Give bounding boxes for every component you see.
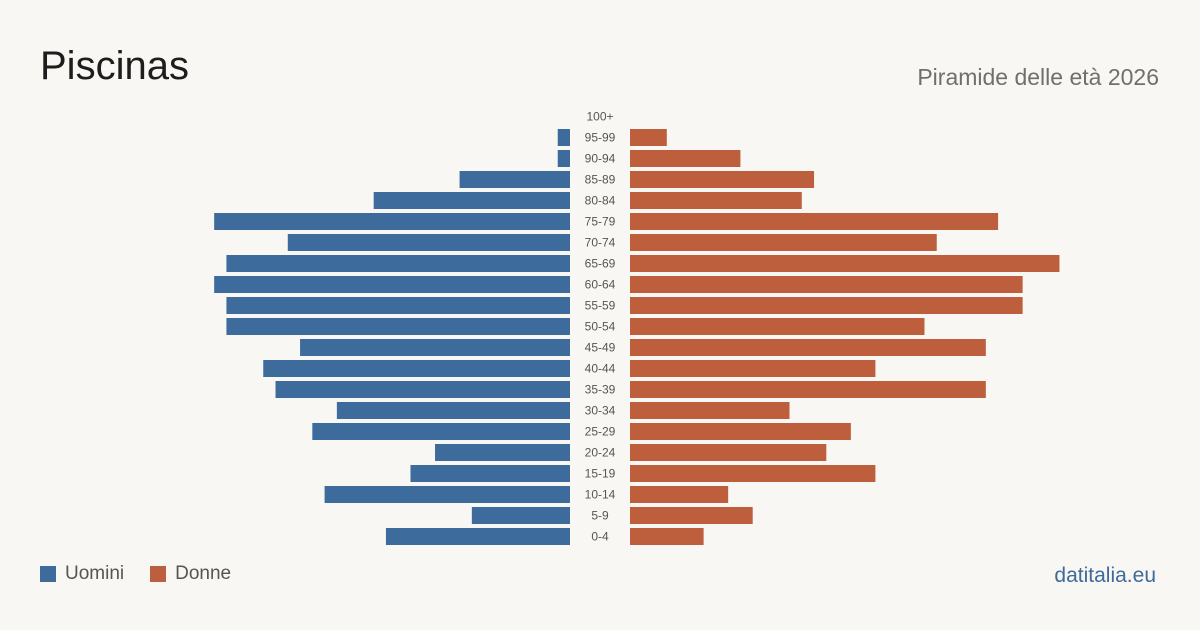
bar-women[interactable] <box>630 129 667 146</box>
bar-women[interactable] <box>630 234 937 251</box>
age-label: 85-89 <box>585 173 616 187</box>
legend-swatch-women <box>150 566 167 582</box>
bar-men[interactable] <box>226 318 570 335</box>
bar-women[interactable] <box>630 339 986 356</box>
bar-men[interactable] <box>263 360 570 377</box>
age-label: 5-9 <box>591 509 609 523</box>
bar-women[interactable] <box>630 507 753 524</box>
legend-item-women: Donne <box>150 563 231 585</box>
age-label: 45-49 <box>585 341 616 355</box>
bar-men[interactable] <box>459 171 570 188</box>
source-link[interactable]: datitalia.eu <box>1054 564 1156 587</box>
bar-women[interactable] <box>630 192 802 209</box>
bar-men[interactable] <box>287 234 570 251</box>
bar-men[interactable] <box>557 150 570 167</box>
bar-women[interactable] <box>630 528 704 545</box>
chart-title: Piscinas <box>40 44 189 88</box>
legend-item-men: Uomini <box>40 563 124 585</box>
age-label: 55-59 <box>585 299 616 313</box>
bar-women[interactable] <box>630 465 876 482</box>
bar-men[interactable] <box>214 213 571 230</box>
bar-men[interactable] <box>324 486 570 503</box>
age-label: 40-44 <box>585 362 616 376</box>
age-label: 15-19 <box>585 467 616 481</box>
age-label: 75-79 <box>585 215 616 229</box>
chart-subtitle: Piramide delle età 2026 <box>917 64 1159 90</box>
bar-women[interactable] <box>630 276 1023 293</box>
age-label: 20-24 <box>585 446 616 460</box>
bar-men[interactable] <box>336 402 570 419</box>
bar-women[interactable] <box>630 318 925 335</box>
bar-men[interactable] <box>471 507 570 524</box>
age-label: 60-64 <box>585 278 616 292</box>
bar-men[interactable] <box>300 339 570 356</box>
bar-women[interactable] <box>630 423 851 440</box>
bar-men[interactable] <box>275 381 570 398</box>
bar-men[interactable] <box>226 297 570 314</box>
age-label: 25-29 <box>585 425 616 439</box>
bar-women[interactable] <box>630 150 741 167</box>
age-label: 80-84 <box>585 194 616 208</box>
bar-men[interactable] <box>410 465 570 482</box>
bar-men[interactable] <box>226 255 570 272</box>
bar-women[interactable] <box>630 381 986 398</box>
bar-women[interactable] <box>630 213 999 230</box>
bar-women[interactable] <box>630 255 1060 272</box>
bar-men[interactable] <box>312 423 570 440</box>
legend-label-women: Donne <box>175 563 232 584</box>
bar-men[interactable] <box>385 528 570 545</box>
bar-women[interactable] <box>630 297 1023 314</box>
bar-men[interactable] <box>435 444 570 461</box>
legend-swatch-men <box>40 566 56 582</box>
age-label: 30-34 <box>585 404 616 418</box>
bar-men[interactable] <box>214 276 571 293</box>
age-label: 50-54 <box>585 320 616 334</box>
bar-men[interactable] <box>373 192 570 209</box>
age-label: 70-74 <box>585 236 616 250</box>
age-label: 0-4 <box>591 530 609 544</box>
legend: Uomini Donne <box>40 563 231 585</box>
age-label: 35-39 <box>585 383 616 397</box>
bar-women[interactable] <box>630 402 790 419</box>
age-label: 95-99 <box>585 131 616 145</box>
bar-women[interactable] <box>630 444 827 461</box>
bar-women[interactable] <box>630 486 729 503</box>
age-label: 100+ <box>586 110 613 124</box>
bar-women[interactable] <box>630 360 876 377</box>
age-label: 10-14 <box>585 488 616 502</box>
age-label: 90-94 <box>585 152 616 166</box>
legend-label-men: Uomini <box>65 563 125 584</box>
bar-men[interactable] <box>557 129 570 146</box>
age-label: 65-69 <box>585 257 616 271</box>
bar-women[interactable] <box>630 171 815 188</box>
